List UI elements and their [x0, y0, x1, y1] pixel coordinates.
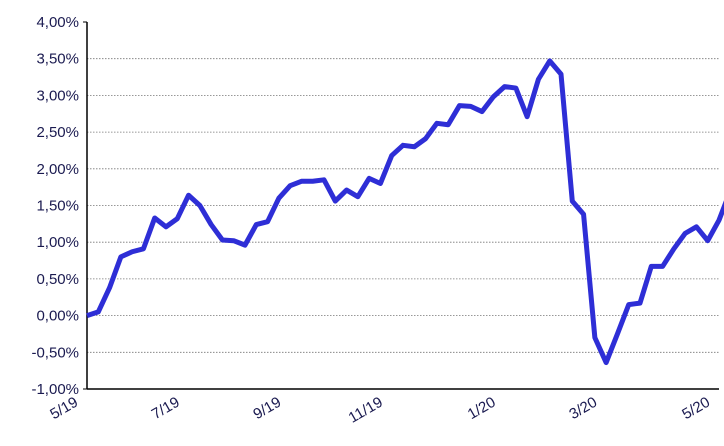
y-tick-label: 3,50%: [36, 51, 79, 68]
y-tick-label: 4,00%: [36, 14, 79, 31]
y-tick-label: 1,50%: [36, 198, 79, 215]
x-tick-label: 5/19: [47, 394, 81, 423]
x-tick-label: 9/19: [250, 394, 284, 423]
y-tick-label: -0,50%: [31, 344, 79, 361]
y-tick-label: 0,50%: [36, 271, 79, 288]
y-tick-label: 3,00%: [36, 87, 79, 104]
y-tick-label: -1,00%: [31, 381, 79, 398]
y-tick-label: 1,00%: [36, 234, 79, 251]
line-series: [86, 58, 724, 366]
y-tick-label: 2,50%: [36, 124, 79, 141]
y-tick-label: 0,00%: [36, 308, 79, 325]
y-tick-label: 2,00%: [36, 161, 79, 178]
x-tick-label: 5/20: [679, 394, 713, 423]
x-tick-label: 3/20: [566, 394, 600, 423]
x-tick-label: 11/19: [346, 394, 386, 427]
x-tick-label: 7/19: [149, 394, 183, 423]
x-tick-label: 1/20: [465, 394, 499, 423]
